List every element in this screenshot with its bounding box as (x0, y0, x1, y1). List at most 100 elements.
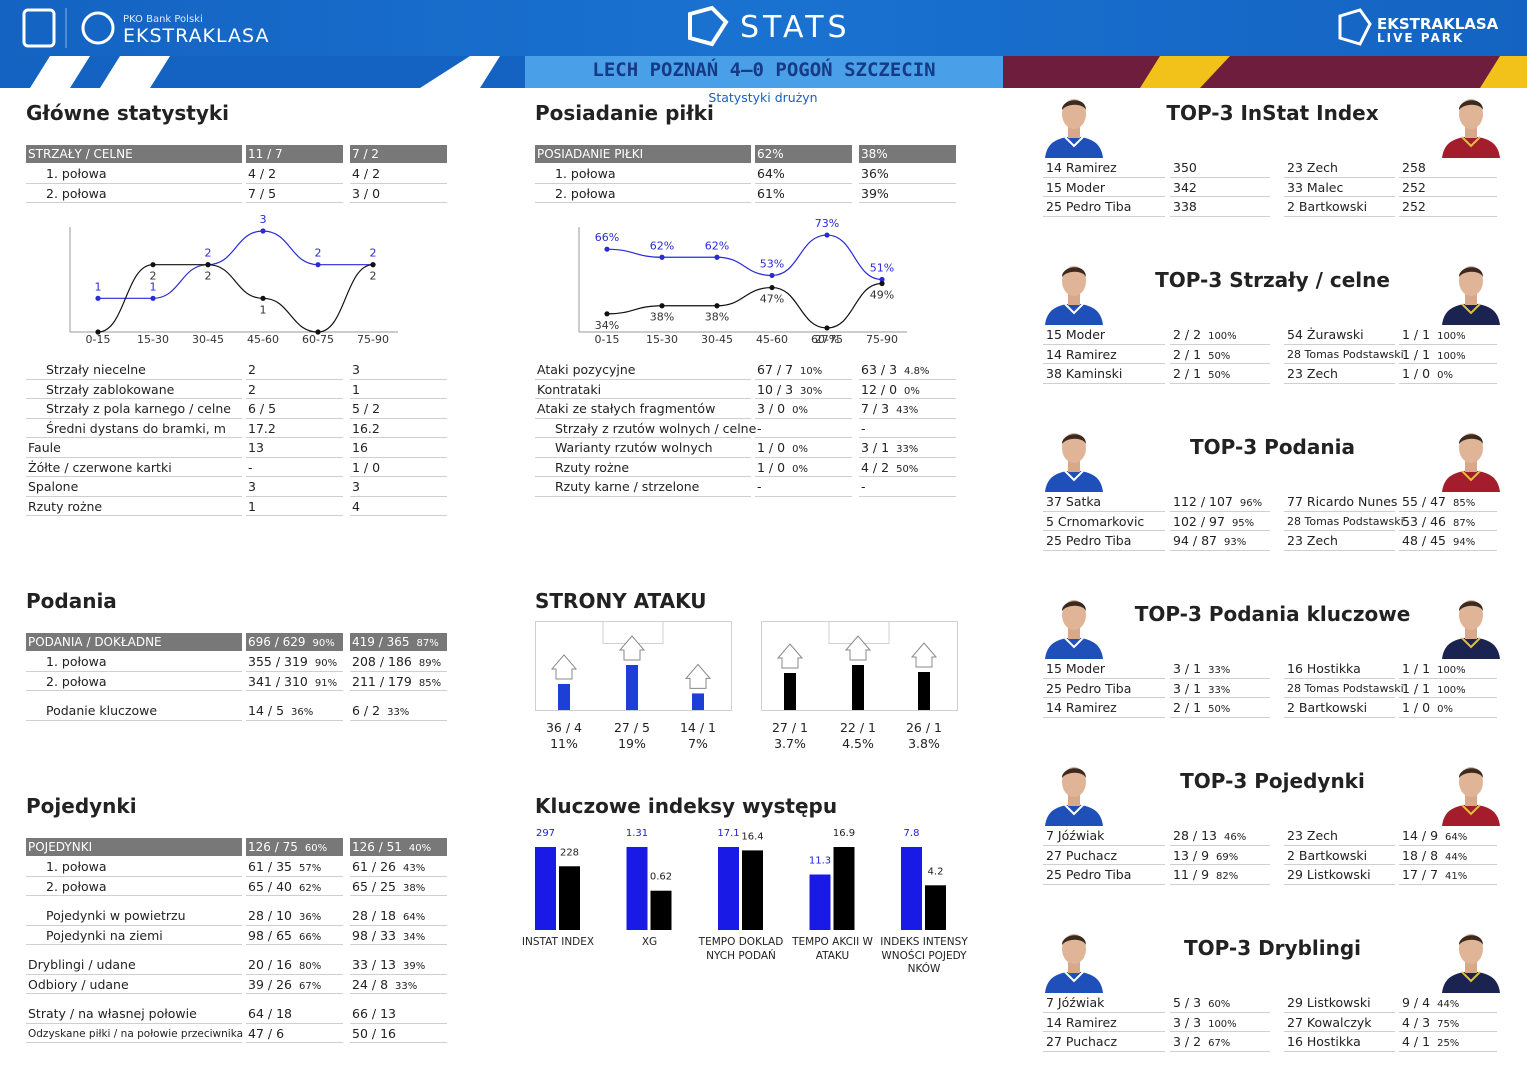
player-value: 1 / 1 100% (1399, 325, 1497, 345)
data-point (370, 262, 376, 268)
data-label: 2 (370, 270, 377, 283)
data-label: 51% (870, 261, 894, 274)
jersey-trim (1064, 637, 1084, 649)
value-cell: 6 / 2 33% (350, 701, 447, 721)
row-label: Dryblingi / udane (26, 955, 242, 975)
cell-pct: 25% (1437, 1038, 1460, 1049)
header-cell: 62% (755, 145, 852, 163)
cell-value: 3 / 0 (757, 401, 786, 416)
jersey-trim (1461, 303, 1481, 315)
attack-pct: 19% (618, 736, 646, 751)
attack-count: 14 / 1 (679, 720, 717, 735)
player-value: 1 / 1 100% (1399, 659, 1497, 679)
cell-value: 67 / 7 (757, 362, 794, 377)
attack-count: 22 / 1 (839, 720, 877, 735)
neck (1068, 627, 1080, 639)
cell-pct: 34% (402, 931, 426, 943)
value-cell: 64 / 18 (246, 1004, 343, 1024)
cell-value: 2 / 1 (1173, 366, 1202, 381)
attack-bar (626, 665, 638, 710)
player-value: 17 / 7 41% (1399, 865, 1497, 885)
player-name: 15 Moder (1043, 325, 1165, 345)
value-cell: 3 / 0 (350, 184, 447, 203)
hair (1062, 434, 1086, 444)
cell-value: 65 / 40 (248, 878, 292, 894)
value-cell: 1 (350, 380, 447, 399)
player-photo (1442, 767, 1500, 826)
index-category: TEMPO AKCII W ATAKU (792, 936, 873, 962)
index-value: 16.4 (741, 831, 763, 842)
cell-value: 17 / 7 (1402, 867, 1439, 882)
header-cell: POJEDYNKI (26, 838, 242, 856)
arrow-icon (776, 643, 804, 669)
value-cell: 98 / 33 34% (350, 926, 447, 945)
value-cell: 24 / 8 33% (350, 975, 447, 994)
player-name: 27 Puchacz (1043, 1032, 1165, 1052)
cell-value: 94 / 87 (1173, 533, 1217, 548)
line-chart: 0-15 15-30 30-45 45-60 60-75 75-90 66% 62% 62% 53… (578, 217, 907, 346)
data-point (824, 232, 830, 238)
cell-pct: 0% (1437, 704, 1453, 715)
player-name: 14 Ramirez (1043, 345, 1165, 364)
value-cell: 1 / 0 0% (755, 438, 852, 458)
cell-pct: 30% (800, 385, 823, 397)
cell-value: 20 / 16 (248, 957, 292, 972)
head (1062, 934, 1086, 964)
cell-pct: 33% (896, 444, 919, 455)
hair (1459, 267, 1483, 277)
value-cell: 1 (246, 497, 343, 516)
data-label: 1 (95, 280, 102, 293)
row-label: Odbiory / udane (26, 975, 242, 994)
index-category: INSTAT INDEX (521, 936, 595, 948)
attack-field (535, 621, 732, 711)
row-label: 1. połowa (26, 164, 242, 184)
value-cell: - (755, 419, 852, 438)
player-name: 77 Ricardo Nunes (1284, 492, 1397, 512)
index-bar (650, 890, 672, 930)
player-value: 3 / 1 33% (1170, 679, 1270, 698)
x-tick-label: 0-15 (86, 333, 111, 346)
value-cell: 28 / 10 36% (246, 906, 343, 926)
player-name: 15 Moder (1043, 178, 1165, 197)
value-cell: 2 (246, 360, 343, 380)
cell-value: 419 / 365 (352, 635, 410, 649)
row-label: Strzały z rzutów wolnych / celne (535, 419, 756, 438)
player-photo (1045, 433, 1103, 492)
cell-pct: 0% (792, 444, 808, 455)
cell-value: 10 / 3 (757, 381, 794, 397)
cell-pct: 85% (1452, 498, 1476, 509)
head (1459, 600, 1483, 630)
cell-pct: 64% (402, 912, 426, 923)
cell-value: 1 / 0 (1402, 700, 1431, 715)
hair (1062, 100, 1086, 110)
row-label: Żółte / czerwone kartki (26, 458, 242, 477)
player-value: 252 (1399, 178, 1497, 197)
player-photo (1045, 99, 1103, 158)
player-value: 338 (1170, 197, 1270, 217)
cell-value: 341 / 310 (248, 673, 308, 689)
data-label: 1 (150, 280, 157, 293)
player-value: 3 / 2 67% (1170, 1032, 1270, 1052)
cell-value: 63 / 3 (861, 362, 898, 377)
cell-value: 28 / 18 (352, 908, 396, 923)
data-label: 66% (595, 231, 619, 244)
jersey-trim (1064, 971, 1084, 983)
neck (1068, 794, 1080, 806)
player-name: 23 Zech (1284, 158, 1395, 178)
jersey-trim (1461, 971, 1481, 983)
x-tick-label: 60-75 (302, 333, 334, 346)
row-label: 1. połowa (26, 857, 242, 877)
player-name: 38 Kaminski (1043, 364, 1165, 384)
value-cell: 47 / 6 (246, 1024, 343, 1043)
x-tick-label: 60-75 (811, 333, 843, 346)
cell-pct: 50% (896, 463, 919, 475)
value-cell: 14 / 5 36% (246, 701, 343, 721)
jersey-trim (1461, 637, 1481, 649)
player-value: 2 / 2 100% (1170, 325, 1270, 345)
data-label: 27% (815, 333, 839, 346)
row-label: Ataki pozycyjne (535, 360, 751, 380)
neck (1465, 961, 1477, 973)
player-photo (1442, 266, 1500, 325)
cell-pct: 62% (298, 882, 322, 894)
cell-value: 1 / 1 (1402, 680, 1431, 696)
